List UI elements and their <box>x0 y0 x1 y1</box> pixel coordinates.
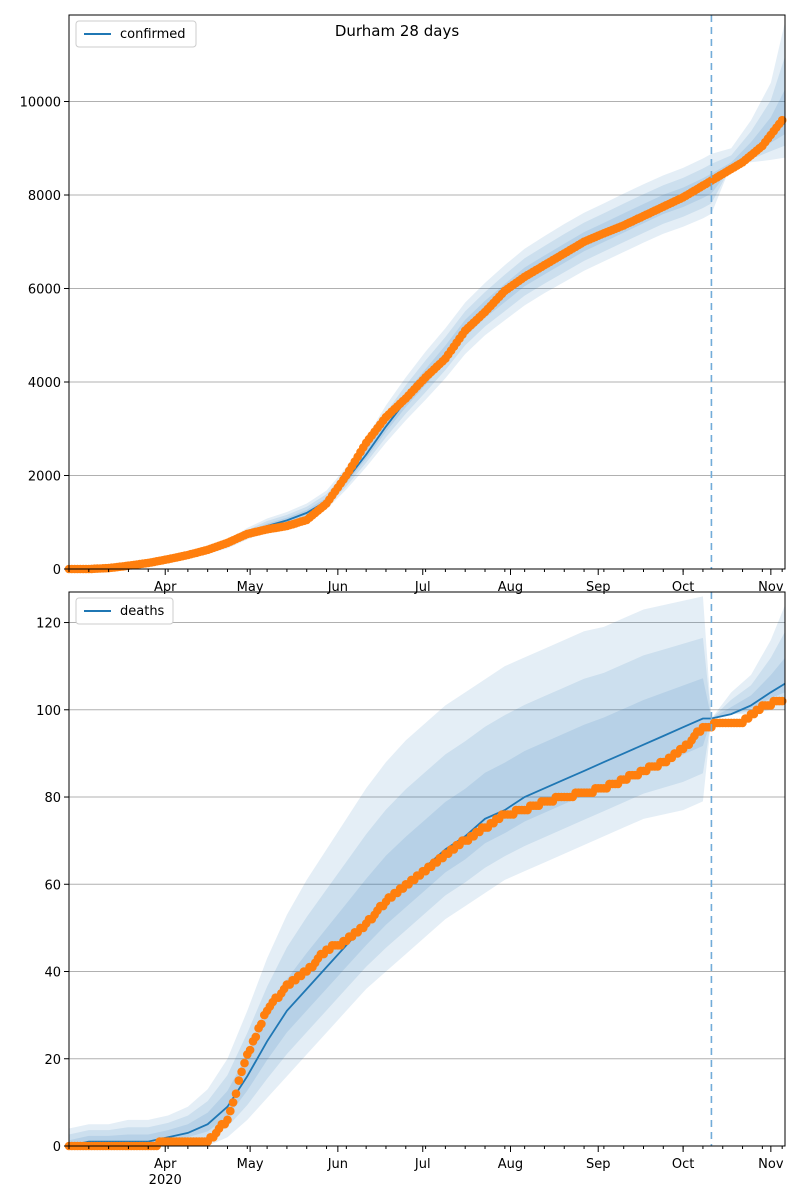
observation-point <box>777 696 787 706</box>
observation-point <box>240 1058 249 1068</box>
observation-point <box>245 1045 255 1055</box>
xtick-label: Jun <box>327 1157 348 1172</box>
observation-point <box>228 1098 238 1107</box>
xtick-label: Nov <box>758 1157 784 1172</box>
xtick-label: Apr <box>154 580 177 595</box>
confirmed-bands <box>69 22 785 570</box>
chart-title: Durham 28 days <box>335 22 459 40</box>
legend-label: deaths <box>120 604 165 619</box>
deaths-axes-frame <box>68 591 786 1147</box>
observation-point <box>257 1019 266 1029</box>
observation-point <box>226 1106 235 1116</box>
ytick-label: 40 <box>44 966 61 981</box>
ytick-label: 6000 <box>28 282 61 297</box>
legend-box <box>75 20 197 48</box>
ytick-label: 120 <box>36 617 61 632</box>
confidence-band-3 <box>69 657 785 1146</box>
confidence-band-2 <box>69 56 785 569</box>
confirmed-points <box>64 115 787 574</box>
xtick-label: Oct <box>672 1157 694 1172</box>
xtick-label: Jun <box>327 580 348 595</box>
ytick-label: 2000 <box>28 469 61 484</box>
deaths-yticks: 0 20 40 60 80 100 120 <box>36 617 69 1155</box>
observation-point <box>223 1115 232 1125</box>
deaths-legend: deaths <box>75 597 174 625</box>
ytick-label: 8000 <box>28 189 61 204</box>
deaths-points <box>64 696 787 1151</box>
xtick-label: Apr <box>154 1157 177 1172</box>
xtick-label: Aug <box>498 580 523 595</box>
xtick-label: Sep <box>586 580 611 595</box>
confirmed-legend: confirmed <box>75 20 197 48</box>
xtick-label: Nov <box>758 580 784 595</box>
legend-box <box>75 597 174 625</box>
ytick-label: 10000 <box>20 95 61 110</box>
ytick-label: 0 <box>53 1140 61 1155</box>
observation-point <box>237 1067 246 1077</box>
xtick-label: Oct <box>672 580 694 595</box>
xtick-year-label: 2020 <box>149 1173 182 1188</box>
xtick-label: May <box>237 1157 264 1172</box>
confidence-band-1 <box>69 22 785 570</box>
xtick-label: Aug <box>498 1157 523 1172</box>
observation-point <box>234 1076 244 1085</box>
xtick-label: Sep <box>586 1157 611 1172</box>
observation-point <box>777 115 787 125</box>
ytick-label: 100 <box>36 704 61 719</box>
ytick-label: 60 <box>44 878 61 893</box>
observation-point <box>251 1032 261 1042</box>
ytick-label: 4000 <box>28 376 61 391</box>
xtick-label: Jul <box>414 1157 431 1172</box>
confirmed-yticks: 0 2000 4000 6000 8000 10000 <box>20 95 69 578</box>
confirmed-xticks: Apr May Jun Jul Aug Sep Oct Nov <box>68 569 784 595</box>
ytick-label: 0 <box>53 563 61 578</box>
confirmed-axes-frame <box>68 14 786 570</box>
xtick-label: Jul <box>414 580 431 595</box>
confidence-band-3 <box>69 89 785 570</box>
ytick-label: 80 <box>44 791 61 806</box>
ytick-label: 20 <box>44 1053 61 1068</box>
legend-label: confirmed <box>120 27 186 42</box>
confirmed-panel: 0 2000 4000 6000 8000 10000 Apr May Jun Jul Aug Se… <box>20 14 787 595</box>
xtick-label: May <box>237 580 264 595</box>
observation-point <box>231 1089 241 1098</box>
